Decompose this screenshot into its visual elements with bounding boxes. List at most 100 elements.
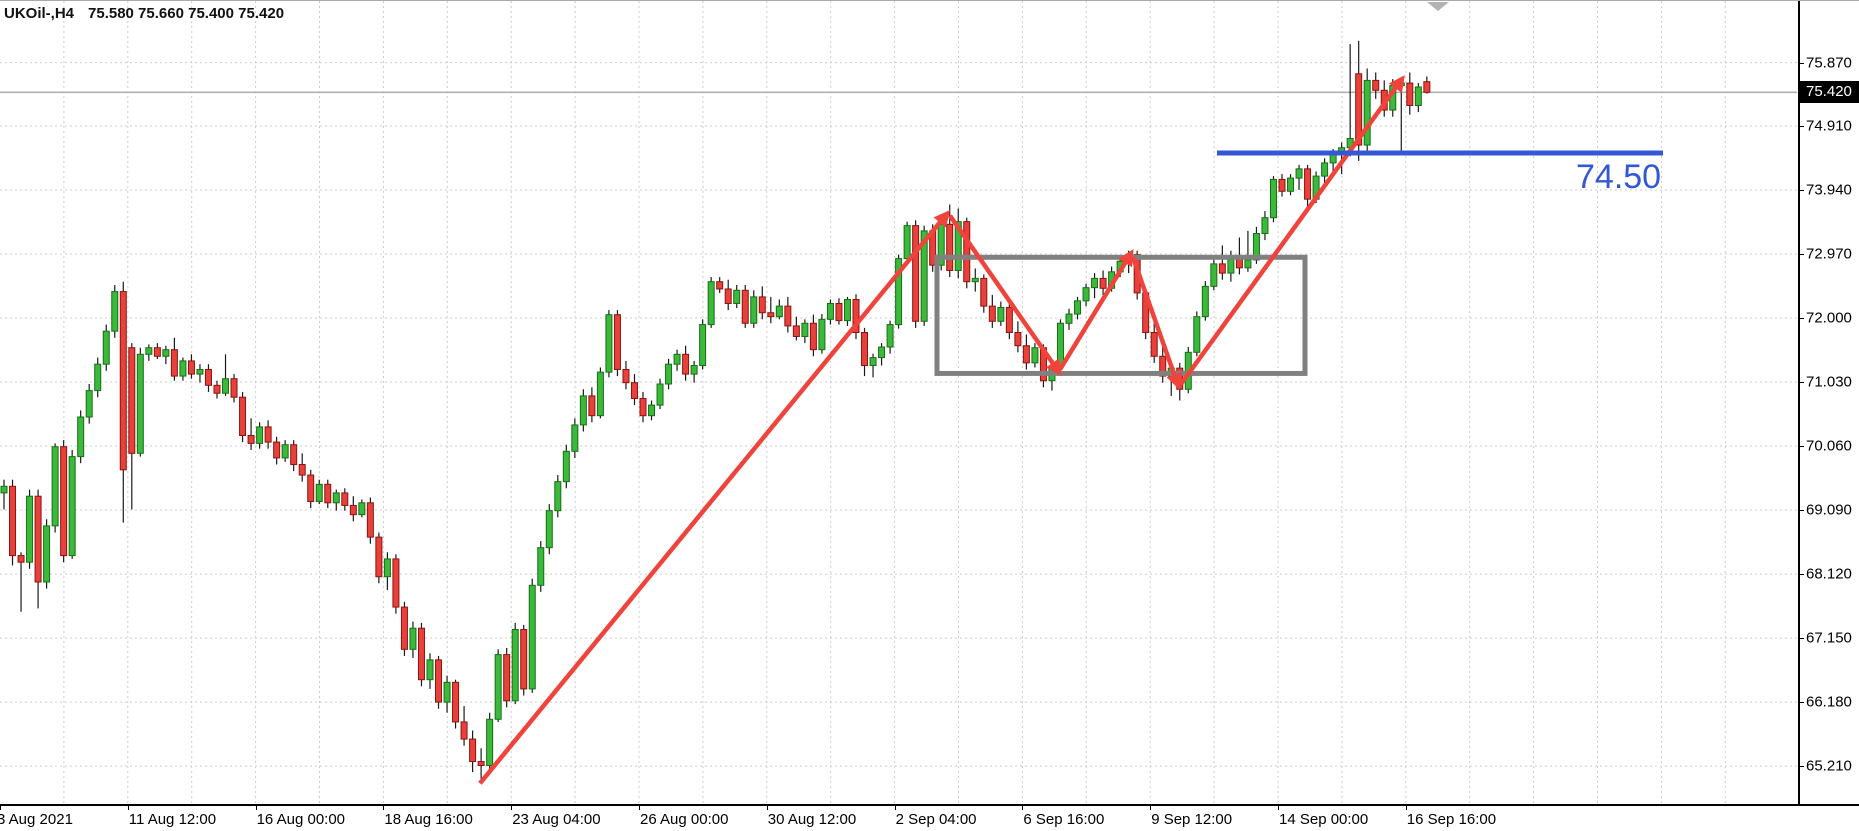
candle <box>690 360 698 383</box>
candle <box>17 552 25 612</box>
price-tick <box>1799 766 1804 768</box>
symbol-title: UKOil-,H4 75.580 75.660 75.400 75.420 <box>4 5 284 22</box>
scroll-to-end-icon[interactable] <box>1426 1 1450 13</box>
candle <box>699 319 707 370</box>
candle <box>1082 283 1090 307</box>
candle <box>1269 176 1277 223</box>
candle <box>741 285 749 328</box>
candle <box>613 310 621 377</box>
candle <box>1210 257 1218 291</box>
candle <box>111 285 119 338</box>
candle <box>443 675 451 713</box>
price-axis-label: 68.120 <box>1806 565 1852 583</box>
candle <box>639 391 647 423</box>
candle <box>409 621 417 658</box>
trend-arrow-down[interactable] <box>948 214 1062 377</box>
candle <box>119 281 127 523</box>
candle <box>801 319 809 344</box>
candle <box>417 622 425 687</box>
candle <box>1321 158 1329 183</box>
time-tick <box>766 804 768 810</box>
price-tick <box>1799 638 1804 640</box>
candle <box>682 345 690 381</box>
price-axis-label: 74.910 <box>1806 117 1852 135</box>
candle <box>366 497 374 544</box>
candle <box>1295 164 1303 190</box>
candle <box>571 418 579 458</box>
candle <box>775 299 783 320</box>
candle <box>349 496 357 522</box>
candle <box>520 624 528 696</box>
candle <box>486 712 494 771</box>
support-level-label[interactable]: 74.50 <box>1576 158 1662 196</box>
candle <box>861 327 869 377</box>
candle <box>332 489 340 511</box>
time-tick <box>0 804 1 810</box>
candle <box>895 254 903 329</box>
price-tick <box>1799 702 1804 704</box>
candle <box>733 285 741 309</box>
candle <box>1287 174 1295 196</box>
candle <box>1261 211 1269 241</box>
candle <box>1244 230 1252 272</box>
candle <box>562 444 570 489</box>
price-axis-label: 66.180 <box>1806 693 1852 711</box>
candle <box>545 504 553 555</box>
candles-layer <box>0 40 1431 784</box>
candle <box>324 479 332 509</box>
candle <box>1363 68 1371 152</box>
candle <box>784 296 792 333</box>
time-tick <box>383 804 385 810</box>
candle <box>460 706 468 746</box>
candle <box>264 420 272 449</box>
time-tick <box>255 804 257 810</box>
candle <box>247 418 255 450</box>
price-axis-label: 70.060 <box>1806 437 1852 455</box>
trend-arrow-up[interactable] <box>1179 75 1405 386</box>
price-axis-label: 65.210 <box>1806 757 1852 775</box>
time-axis-label: 2 Sep 04:00 <box>895 811 977 828</box>
candle <box>707 277 715 328</box>
candle <box>375 532 383 584</box>
time-axis-label: 18 Aug 16:00 <box>384 811 473 828</box>
trend-arrow-down[interactable] <box>1130 256 1182 390</box>
candle <box>435 655 443 709</box>
price-tick <box>1799 189 1804 191</box>
candle <box>145 344 153 361</box>
candle <box>85 384 93 424</box>
candle <box>818 314 826 354</box>
candle <box>290 440 298 472</box>
candle <box>153 343 161 359</box>
candle <box>94 357 102 398</box>
candle <box>204 364 212 392</box>
candle <box>1372 72 1380 99</box>
candle <box>170 337 178 381</box>
candle <box>298 453 306 482</box>
candle <box>792 316 800 341</box>
candle <box>426 653 434 689</box>
price-tick <box>1799 446 1804 448</box>
candle <box>1406 72 1414 115</box>
candle <box>51 443 59 533</box>
symbol-period-label: UKOil-,H4 <box>4 5 75 22</box>
candle <box>1065 308 1073 330</box>
candle <box>579 389 587 432</box>
candle <box>826 299 834 325</box>
trend-arrow-up[interactable] <box>1058 249 1134 371</box>
trend-arrow-up[interactable] <box>478 209 951 785</box>
candle <box>852 294 860 340</box>
candle <box>0 479 8 510</box>
candle <box>988 294 996 328</box>
candle <box>716 277 724 293</box>
candle <box>511 622 519 705</box>
candle <box>60 440 68 563</box>
candle <box>1074 296 1082 320</box>
grid-lines <box>0 1 1797 804</box>
candle <box>554 475 562 518</box>
candle <box>1193 311 1201 357</box>
price-axis-label: 75.870 <box>1806 54 1852 72</box>
candle <box>281 440 289 462</box>
candle <box>971 268 979 292</box>
price-axis-border <box>1798 1 1800 804</box>
